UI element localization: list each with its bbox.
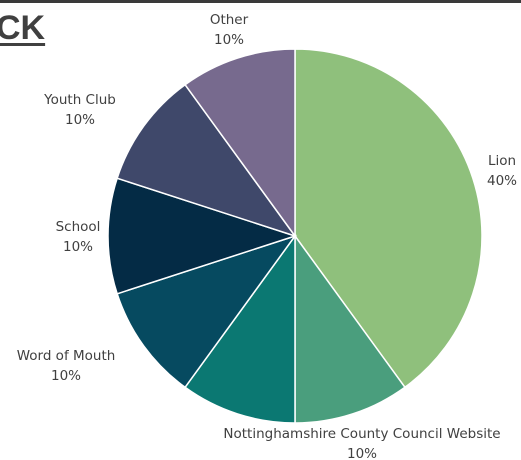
pie-slice-other (184, 48, 296, 239)
slice-label-word-of-mouth: Word of Mouth (17, 348, 116, 364)
slice-percent-nottinghamshire-county-council-website: 10% (347, 446, 377, 460)
pie-slice-lion (294, 48, 483, 389)
top-rule (0, 0, 521, 3)
slice-label-youth-club: Youth Club (43, 92, 116, 108)
slice-percent-school: 10% (63, 239, 93, 255)
slice-label-school: School (56, 219, 101, 235)
slice-label-other: Other (210, 12, 249, 28)
slice-percent-word-of-mouth: 10% (51, 368, 81, 384)
page-title: CK (0, 9, 46, 47)
pie-slice-unlabeled-2 (184, 233, 296, 424)
pie-slice-school (107, 177, 298, 295)
pie-slice-nottinghamshire-county-council-website (294, 233, 406, 424)
slice-percent-other: 10% (214, 32, 244, 48)
slice-label-nottinghamshire-county-council-website: Nottinghamshire County Council Website (223, 426, 500, 442)
pie-slice-youth-club (116, 83, 297, 238)
slice-percent-youth-club: 10% (65, 112, 95, 128)
pie-slice-word-of-mouth (116, 234, 297, 389)
slice-percent-lion: 40% (487, 173, 517, 189)
slice-label-lion: Lion (488, 153, 516, 169)
